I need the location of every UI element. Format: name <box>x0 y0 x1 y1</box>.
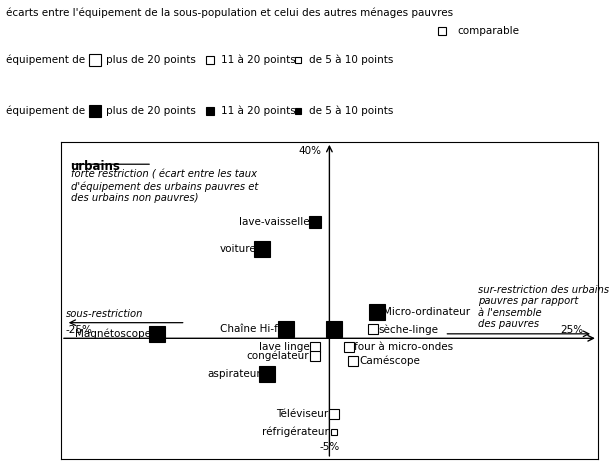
Text: écarts entre l'équipement de la sous-population et celui des autres ménages pauv: écarts entre l'équipement de la sous-pop… <box>6 7 453 18</box>
Text: Chaîne Hi-fi: Chaîne Hi-fi <box>220 324 281 334</box>
Text: lave linge: lave linge <box>259 342 309 352</box>
Text: 11 à 20 points: 11 à 20 points <box>221 54 296 65</box>
Text: réfrigérateur: réfrigérateur <box>262 427 328 437</box>
Text: de 5 à 10 points: de 5 à 10 points <box>309 105 393 116</box>
Text: Caméscope: Caméscope <box>359 355 420 366</box>
Text: aspirateur: aspirateur <box>207 369 261 379</box>
Text: sèche-linge: sèche-linge <box>378 324 439 334</box>
Text: de 5 à 10 points: de 5 à 10 points <box>309 54 393 65</box>
Text: comparable: comparable <box>458 26 520 36</box>
Text: plus de 20 points: plus de 20 points <box>106 54 195 65</box>
Text: équipement de: équipement de <box>6 105 85 116</box>
Text: 40%: 40% <box>299 146 321 157</box>
Text: forte restriction ( écart entre les taux
d'équipement des urbains pauvres et
des: forte restriction ( écart entre les taux… <box>71 170 258 203</box>
Text: Téléviseur: Téléviseur <box>276 409 328 419</box>
Text: sous-restriction: sous-restriction <box>66 309 143 319</box>
Text: urbains: urbains <box>71 160 120 173</box>
Text: 11 à 20 points: 11 à 20 points <box>221 105 296 116</box>
Text: congélateur: congélateur <box>246 351 309 361</box>
Text: équipement de: équipement de <box>6 54 85 65</box>
Text: Micro-ordinateur: Micro-ordinateur <box>383 307 470 316</box>
Text: four à micro-ondes: four à micro-ondes <box>354 342 453 352</box>
Text: sur-restriction des urbains
pauvres par rapport
à l'ensemble
des pauvres: sur-restriction des urbains pauvres par … <box>478 285 609 330</box>
Text: lave-vaisselle: lave-vaisselle <box>239 217 309 227</box>
Text: -25%: -25% <box>66 325 93 335</box>
Text: plus de 20 points: plus de 20 points <box>106 105 195 116</box>
Text: 25%: 25% <box>561 325 583 335</box>
Text: Magnétoscope: Magnétoscope <box>75 329 151 339</box>
Text: voiture: voiture <box>220 244 257 254</box>
Text: -5%: -5% <box>319 442 340 452</box>
